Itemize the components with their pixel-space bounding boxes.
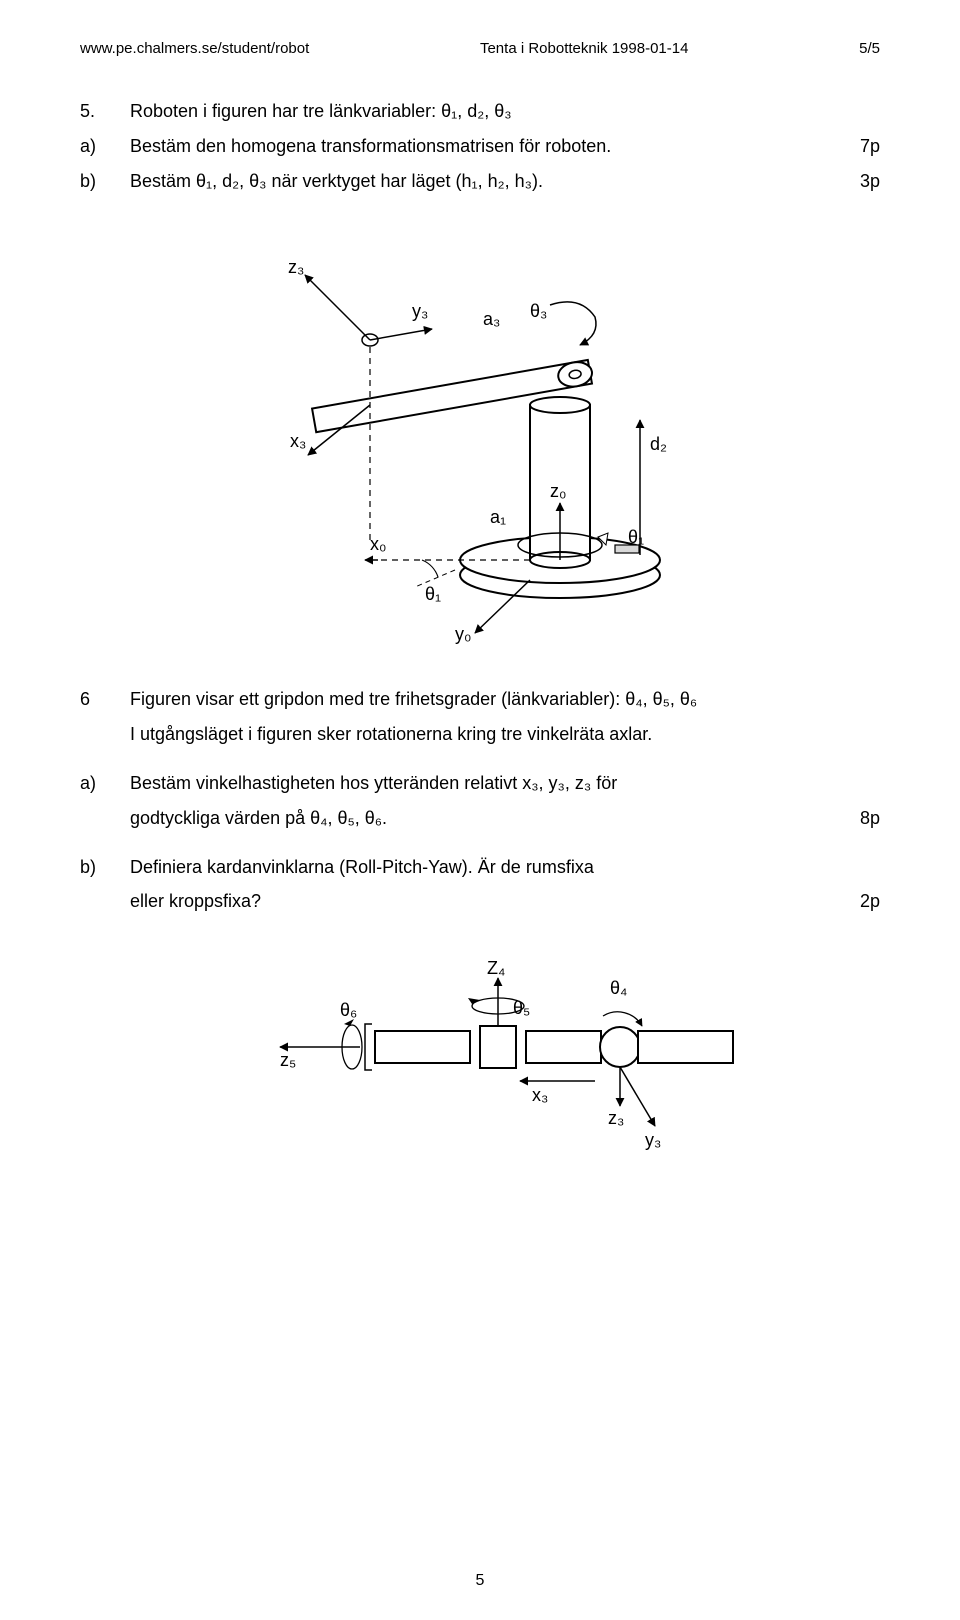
label-z0: z₀ [550,481,566,501]
label-d2: d₂ [650,434,667,454]
q6b-text1: Definiera kardanvinklarna (Roll-Pitch-Ya… [130,853,830,882]
gripper-figure: z₅ θ₆ Z₄ θ₅ x₃ θ₄ z₃ y₃ [200,946,760,1166]
label-x3-grip: x₃ [532,1085,548,1105]
q5-number: 5. [80,97,130,126]
label-theta6: θ₆ [340,1000,357,1020]
label-Z4: Z₄ [487,958,505,978]
q5b-text: Bestäm θ₁, d₂, θ₃ när verktyget har läge… [130,167,830,196]
label-theta5: θ₅ [513,998,530,1018]
question-5: 5. Roboten i figuren har tre länkvariabl… [80,97,880,195]
label-theta4: θ₄ [610,978,627,998]
label-x0: x₀ [370,534,386,554]
page-number: 5 [476,1572,485,1590]
label-z3-grip: z₃ [608,1108,624,1128]
q6a-text2: godtyckliga värden på θ₄, θ₅, θ₆. [130,804,830,833]
label-z5: z₅ [280,1050,296,1070]
q5a-points: 7p [830,132,880,161]
label-y0: y₀ [455,624,471,644]
exam-page: www.pe.chalmers.se/student/robot Tenta i… [0,0,960,1620]
label-a3: a₃ [483,309,500,329]
q5a-text: Bestäm den homogena transformationsmatri… [130,132,830,161]
label-y3: y₃ [412,301,428,321]
q6a-text1: Bestäm vinkelhastigheten hos ytteränden … [130,769,830,798]
label-z3: z₃ [288,257,304,277]
q6b-label: b) [80,853,130,882]
page-header: www.pe.chalmers.se/student/robot Tenta i… [80,40,880,57]
q6a-label: a) [80,769,130,798]
robot-figure: z₃ y₃ a₃ θ₃ x₃ d₂ z₀ x₀ a₁ θ₁ [200,225,760,655]
label-y3-grip: y₃ [645,1130,661,1150]
q6b-points: 2p [830,887,880,916]
q6-intro2: I utgångsläget i figuren sker rotationer… [130,720,830,749]
q6-number: 6 [80,685,130,714]
header-right: 5/5 [859,40,880,57]
q5b-label: b) [80,167,130,196]
label-theta1-right: θ₁ [628,527,644,547]
label-theta3: θ₃ [530,301,547,321]
q6-intro1: Figuren visar ett gripdon med tre frihet… [130,685,830,714]
question-6: 6 Figuren visar ett gripdon med tre frih… [80,685,880,916]
q6b-text2: eller kroppsfixa? [130,887,830,916]
header-center: Tenta i Robotteknik 1998-01-14 [480,40,688,57]
q5b-points: 3p [830,167,880,196]
label-a1: a₁ [490,507,506,527]
label-theta1-left: θ₁ [425,584,441,604]
header-left: www.pe.chalmers.se/student/robot [80,40,309,57]
q6a-points: 8p [830,804,880,833]
q5a-label: a) [80,132,130,161]
q5-intro: Roboten i figuren har tre länkvariabler:… [130,97,830,126]
label-x3: x₃ [290,431,306,451]
